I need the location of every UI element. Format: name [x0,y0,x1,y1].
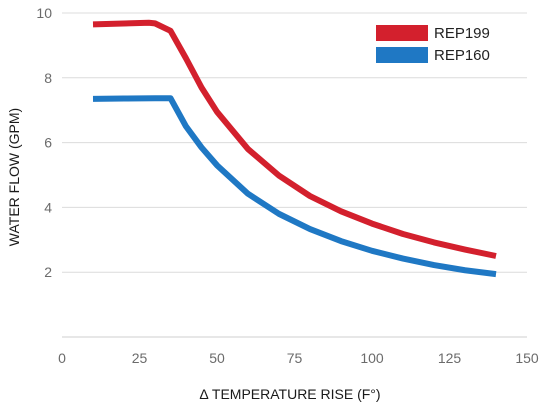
legend-swatch-rep160 [376,47,428,63]
x-axis-label: Δ TEMPERATURE RISE (F°) [199,386,380,402]
series-line-rep160 [92,95,497,278]
x-tick-label: 50 [209,350,225,366]
legend-label-rep199: REP199 [434,25,490,42]
y-axis-label: WATER FLOW (GPM) [6,108,22,246]
y-tick-label: 2 [44,264,52,280]
x-tick-label: 150 [515,350,539,366]
y-tick-label: 6 [44,135,52,151]
x-tick-label: 75 [287,350,303,366]
x-tick-label: 125 [438,350,462,366]
legend-label-rep160: REP160 [434,47,490,64]
grid-lines [62,12,527,273]
y-tick-label: 4 [44,199,52,215]
x-tick-label: 0 [58,350,66,366]
legend: REP199 REP160 [376,25,490,64]
x-tick-label: 100 [360,350,384,366]
series-lines [92,19,497,278]
y-tick-label: 10 [36,5,52,21]
legend-swatch-rep199 [376,25,428,41]
x-tick-label: 25 [132,350,148,366]
series-line-rep199 [92,19,497,259]
y-tick-label: 8 [44,70,52,86]
